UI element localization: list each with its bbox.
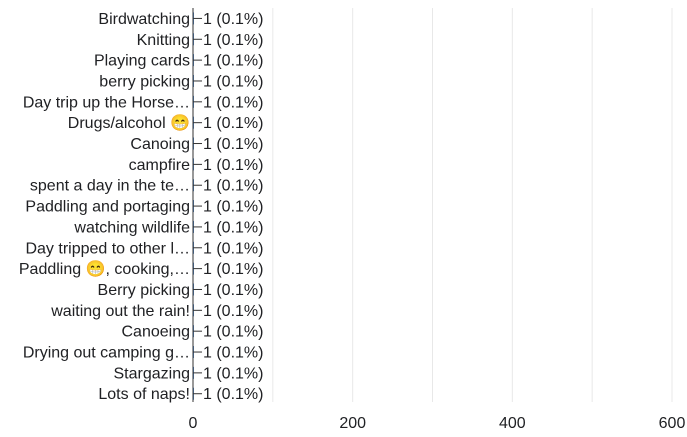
category-label: Drugs/alcohol 😁 [68,114,190,132]
category-label: spent a day in the te… [30,178,190,195]
data-label: 1 (0.1%) [203,303,263,320]
data-label: 1 (0.1%) [203,136,263,153]
data-label: 1 (0.1%) [203,73,263,90]
category-label: watching wildlife [73,219,190,236]
category-label: Drying out camping g… [23,345,190,362]
data-label: 1 (0.1%) [203,324,263,341]
x-tick-label: 200 [339,415,366,432]
data-label: 1 (0.1%) [203,178,263,195]
category-label: Birdwatching [98,11,190,28]
x-axis-tick-labels: 0 200 400 600 [189,415,686,432]
category-label: waiting out the rain! [50,303,190,320]
category-label: Stargazing [114,365,191,382]
category-label: Paddling and portaging [25,199,190,216]
data-label: 1 (0.1%) [203,199,263,216]
data-label: 1 (0.1%) [203,157,263,174]
category-label: Lots of naps! [98,386,190,403]
data-labels: 1 (0.1%) 1 (0.1%) 1 (0.1%) 1 (0.1%) 1 (0.1%)… [203,11,263,403]
data-label: 1 (0.1%) [203,32,263,49]
category-label: campfire [129,157,190,174]
category-label: Day tripped to other l… [25,240,190,257]
category-label: Canoing [130,136,190,153]
data-label: 1 (0.1%) [203,115,263,132]
category-label: berry picking [99,73,190,90]
data-label: 1 (0.1%) [203,53,263,70]
data-label: 1 (0.1%) [203,386,263,403]
data-label: 1 (0.1%) [203,282,263,299]
x-tick-label: 600 [659,415,686,432]
category-label: Knitting [137,32,190,49]
data-label: 1 (0.1%) [203,11,263,28]
data-label: 1 (0.1%) [203,240,263,257]
x-tick-label: 0 [189,415,198,432]
data-label: 1 (0.1%) [203,365,263,382]
gridlines [272,8,673,402]
data-label: 1 (0.1%) [203,261,263,278]
data-label: 1 (0.1%) [203,94,263,111]
data-label: 1 (0.1%) [203,219,263,236]
category-label: Day trip up the Horse… [23,94,190,111]
data-label: 1 (0.1%) [203,345,263,362]
category-label: Playing cards [94,53,190,70]
axes [192,8,202,402]
category-label: Paddling 😁, cooking,… [19,260,190,278]
category-labels: Birdwatching Knitting Playing cards berry p… [19,11,190,403]
category-label: Berry picking [98,282,190,299]
category-label: Canoeing [122,324,191,341]
x-tick-label: 400 [499,415,526,432]
